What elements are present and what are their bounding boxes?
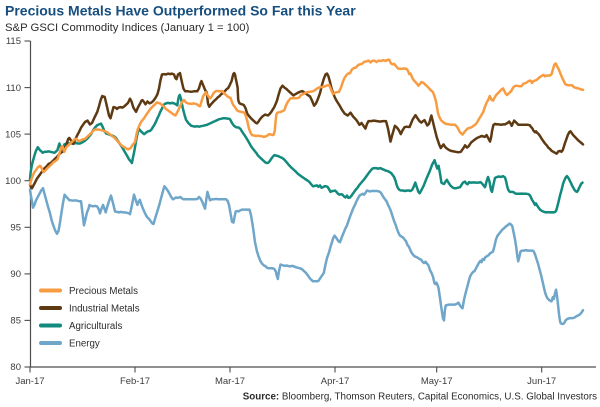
svg-text:85: 85 [10, 316, 21, 327]
svg-text:Precious Metals Have Outperfor: Precious Metals Have Outperformed So Far… [5, 3, 356, 19]
svg-text:May-17: May-17 [421, 376, 453, 387]
svg-text:80: 80 [10, 362, 21, 373]
svg-text:105: 105 [5, 129, 21, 140]
svg-text:115: 115 [6, 36, 21, 47]
svg-text:Jan-17: Jan-17 [15, 376, 44, 387]
svg-text:S&P GSCI Commodity Indices (Ja: S&P GSCI Commodity Indices (January 1 = … [5, 22, 250, 34]
svg-text:Feb-17: Feb-17 [120, 376, 150, 387]
svg-text:Apr-17: Apr-17 [321, 376, 350, 387]
svg-text:Source: Bloomberg, Thomson Reu: Source: Bloomberg, Thomson Reuters, Capi… [243, 392, 597, 403]
svg-text:Industrial Metals: Industrial Metals [69, 304, 140, 315]
svg-text:Energy: Energy [69, 339, 100, 350]
svg-text:110: 110 [6, 83, 21, 94]
svg-text:Mar-17: Mar-17 [215, 376, 245, 387]
svg-text:95: 95 [10, 223, 21, 234]
svg-text:Jun-17: Jun-17 [527, 376, 556, 387]
svg-text:100: 100 [5, 176, 21, 187]
svg-text:90: 90 [10, 269, 21, 280]
svg-text:Precious Metals: Precious Metals [69, 286, 138, 297]
svg-text:Agriculturals: Agriculturals [69, 321, 122, 332]
